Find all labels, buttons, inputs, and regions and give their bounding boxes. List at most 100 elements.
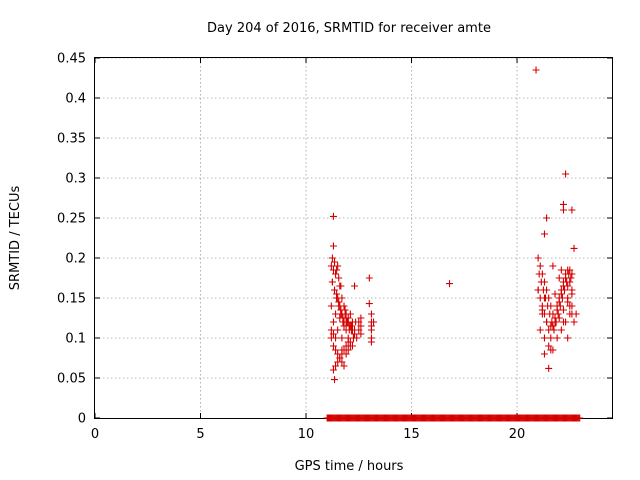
data-point xyxy=(545,342,553,350)
data-point xyxy=(329,366,337,374)
data-point xyxy=(550,326,558,334)
y-tick-label: 0.1 xyxy=(65,332,86,347)
data-point xyxy=(562,170,570,178)
data-point xyxy=(446,280,454,288)
data-point xyxy=(357,330,365,338)
data-point xyxy=(535,270,543,278)
data-point xyxy=(336,354,344,362)
data-point xyxy=(331,286,339,294)
data-point xyxy=(357,314,365,322)
data-point xyxy=(555,274,563,282)
data-point xyxy=(558,294,566,302)
data-point xyxy=(547,346,555,354)
data-point xyxy=(557,266,565,274)
grid xyxy=(95,57,612,418)
y-tick-label: 0.45 xyxy=(57,52,86,67)
data-point xyxy=(547,334,555,342)
data-point xyxy=(340,362,348,370)
data-point xyxy=(557,326,565,334)
data-point xyxy=(534,286,542,294)
x-tick-label: 10 xyxy=(298,427,315,442)
data-point xyxy=(339,314,347,322)
data-point xyxy=(365,300,373,308)
data-point xyxy=(337,306,345,314)
data-point xyxy=(538,306,546,314)
data-point xyxy=(328,278,336,286)
data-point xyxy=(329,342,337,350)
data-point xyxy=(332,346,340,354)
data-point xyxy=(331,376,339,384)
data-point xyxy=(367,310,375,318)
data-point xyxy=(334,262,342,270)
data-point xyxy=(549,262,557,270)
data-point xyxy=(532,66,540,74)
data-point xyxy=(555,314,563,322)
data-point xyxy=(348,326,356,334)
y-axis-label: SRMTID / TECUs xyxy=(8,186,23,291)
data-point xyxy=(564,298,572,306)
data-point xyxy=(563,278,571,286)
data-point xyxy=(572,310,580,318)
data-point xyxy=(564,334,572,342)
data-point xyxy=(544,302,552,310)
data-point xyxy=(543,318,551,326)
data-point xyxy=(547,322,555,330)
data-point xyxy=(327,302,335,310)
data-point xyxy=(566,266,574,274)
data-point xyxy=(327,326,335,334)
data-point xyxy=(553,306,561,314)
y-tick-label: 0.25 xyxy=(57,212,86,227)
data-point xyxy=(370,318,378,326)
data-point xyxy=(332,334,340,342)
data-point xyxy=(335,298,343,306)
data-point xyxy=(536,326,544,334)
data-point xyxy=(559,206,567,214)
data-point xyxy=(350,334,357,342)
data-point xyxy=(546,310,554,318)
data-point xyxy=(551,290,559,298)
data-point xyxy=(333,266,341,274)
data-point xyxy=(336,302,344,310)
data-point xyxy=(344,318,352,326)
data-point xyxy=(540,230,548,238)
data-point xyxy=(568,206,576,214)
y-tick-label: 0.3 xyxy=(65,172,86,187)
x-tick-labels: 0 5 10 15 20 xyxy=(91,427,525,442)
data-point xyxy=(355,326,363,334)
data-point xyxy=(334,326,342,334)
data-point xyxy=(338,346,346,354)
y-tick-labels: 0 0.05 0.1 0.15 0.2 0.25 0.3 0.35 0.4 0.45 xyxy=(57,52,86,427)
data-point xyxy=(554,310,562,318)
data-point xyxy=(367,322,375,330)
data-point xyxy=(576,414,584,422)
data-point xyxy=(568,302,576,310)
data-point xyxy=(337,282,345,290)
data-point xyxy=(557,290,565,298)
data-point xyxy=(351,330,359,338)
x-tick-label: 0 xyxy=(91,427,99,442)
axis-ticks xyxy=(94,57,612,419)
data-point xyxy=(355,318,363,326)
data-point xyxy=(534,254,542,262)
data-point xyxy=(540,350,548,358)
x-tick-label: 5 xyxy=(196,427,204,442)
data-point xyxy=(570,318,578,326)
data-point xyxy=(553,334,561,342)
data-point xyxy=(556,302,564,310)
data-point xyxy=(338,310,346,318)
data-point xyxy=(331,258,339,266)
data-point xyxy=(545,364,553,372)
data-point xyxy=(344,338,352,346)
data-point xyxy=(357,322,365,330)
data-point xyxy=(365,274,373,282)
x-tick-label: 15 xyxy=(403,427,420,442)
y-tick-label: 0.4 xyxy=(65,92,86,107)
data-point xyxy=(367,338,375,346)
data-point xyxy=(559,318,567,326)
data-point xyxy=(334,358,342,366)
data-point xyxy=(333,290,341,298)
data-point xyxy=(568,270,576,278)
data-point xyxy=(329,318,337,326)
data-point xyxy=(351,282,359,290)
data-point xyxy=(559,306,567,314)
